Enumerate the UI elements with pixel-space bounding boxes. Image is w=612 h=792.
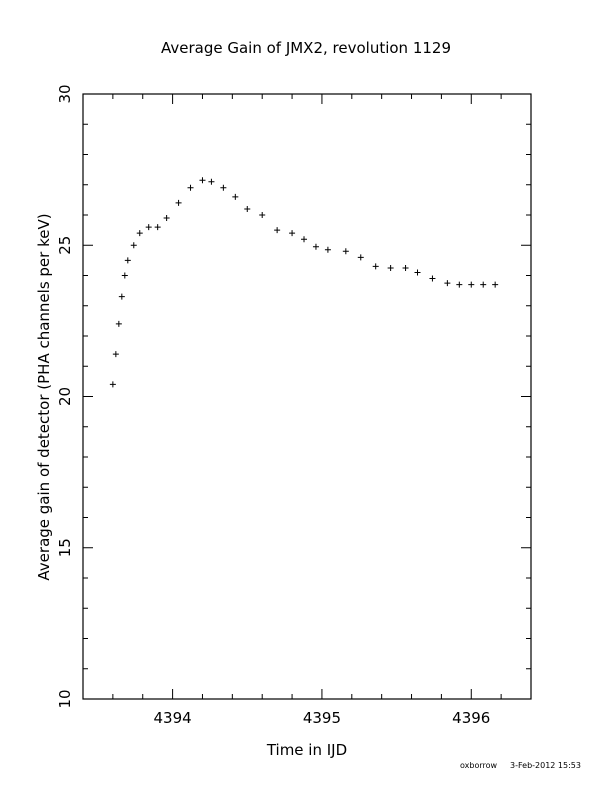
data-point — [468, 281, 475, 288]
y-tick-label: 25 — [56, 236, 74, 255]
data-point — [414, 269, 421, 276]
x-axis-label: Time in IJD — [266, 741, 347, 759]
data-point — [118, 293, 125, 300]
data-point — [109, 381, 116, 388]
data-point — [187, 184, 194, 191]
data-point — [154, 224, 161, 231]
data-point — [342, 248, 349, 255]
y-tick-label: 10 — [56, 689, 74, 708]
data-point — [387, 264, 394, 271]
data-point — [357, 254, 364, 261]
y-axis-label: Average gain of detector (PHA channels p… — [35, 213, 53, 580]
x-tick-label: 4395 — [303, 709, 341, 727]
data-point — [444, 280, 451, 287]
major-ticks — [83, 94, 531, 699]
plot-frame — [82, 93, 532, 700]
data-point — [372, 263, 379, 270]
data-point — [274, 227, 281, 234]
tick-labels: 4394 4395 4396 10 15 20 25 30 — [56, 84, 490, 727]
data-point — [130, 242, 137, 249]
minor-ticks — [82, 94, 532, 699]
y-tick-label: 30 — [56, 84, 74, 103]
data-point — [145, 224, 152, 231]
chart-title: Average Gain of JMX2, revolution 1129 — [161, 39, 451, 57]
x-tick-label: 4396 — [452, 709, 490, 727]
data-point — [289, 230, 296, 237]
data-point — [402, 264, 409, 271]
data-point — [115, 320, 122, 327]
data-point — [175, 199, 182, 206]
data-point — [163, 215, 170, 222]
data-point — [259, 212, 266, 218]
footer-user: oxborrow — [460, 761, 498, 770]
data-point — [124, 257, 131, 264]
data-point — [208, 178, 215, 185]
y-tick-label: 20 — [56, 387, 74, 406]
data-point — [136, 230, 143, 237]
data-point — [312, 243, 319, 250]
data-points — [109, 177, 499, 388]
data-point — [244, 205, 251, 212]
data-point — [199, 177, 206, 184]
data-point — [112, 351, 119, 358]
data-point — [480, 281, 487, 288]
data-point — [324, 246, 331, 253]
data-point — [301, 236, 308, 243]
data-point — [492, 281, 499, 288]
data-point — [232, 193, 239, 200]
x-tick-label: 4394 — [154, 709, 192, 727]
data-point — [429, 275, 436, 282]
data-point — [121, 272, 128, 279]
data-point — [456, 281, 463, 288]
footer-timestamp: 3-Feb-2012 15:53 — [510, 761, 581, 770]
data-point — [220, 184, 227, 191]
y-tick-label: 15 — [56, 538, 74, 557]
